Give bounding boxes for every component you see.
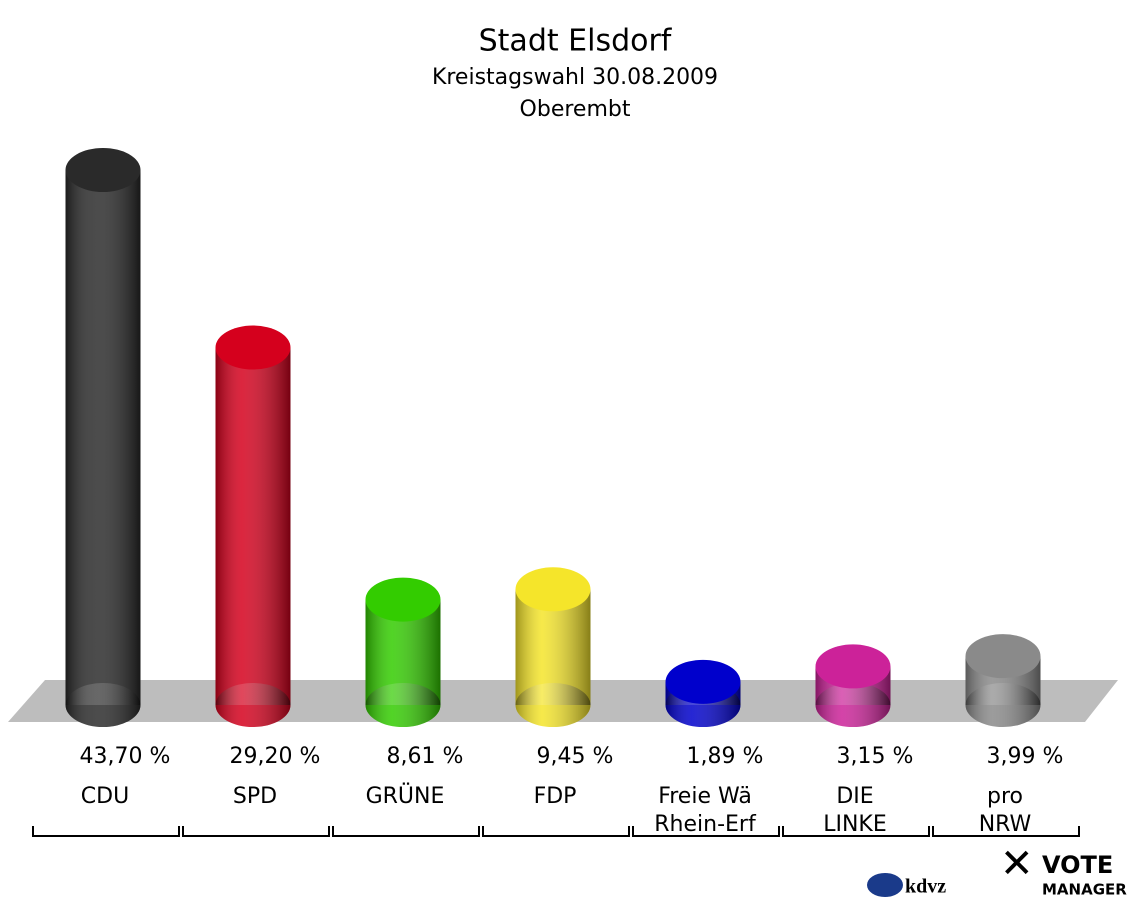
category-label: Freie Wä: [658, 784, 752, 809]
chart-title: Stadt Elsdorf: [479, 24, 673, 59]
category-label: Rhein-Erf: [654, 812, 757, 837]
bar-top: [665, 659, 741, 704]
value-label: 3,15 %: [837, 744, 914, 769]
value-label: 29,20 %: [230, 744, 321, 769]
value-label: 3,99 %: [987, 744, 1064, 769]
bracket: [332, 826, 480, 837]
bracket: [32, 826, 180, 837]
chart-subtitle: Kreistagswahl 30.08.2009: [432, 65, 718, 90]
logo: kdvz ✕ VOTE MANAGER: [867, 841, 1127, 899]
category-label: pro: [987, 784, 1023, 809]
logo-text: kdvz: [905, 876, 946, 898]
bar-top: [965, 634, 1041, 679]
category-label: NRW: [979, 812, 1032, 837]
category-label: LINKE: [823, 812, 887, 837]
value-label: 8,61 %: [387, 744, 464, 769]
bracket: [632, 826, 780, 837]
logo-text: MANAGER: [1042, 881, 1127, 899]
logo-icon: [867, 873, 903, 897]
logo-x: ✕: [1000, 841, 1034, 887]
bar-shade: [215, 347, 291, 705]
chart-subtitle: Oberembt: [520, 97, 631, 122]
bracket: [782, 826, 930, 837]
bar-shade: [65, 170, 141, 705]
value-label: 1,89 %: [687, 744, 764, 769]
bar-top: [515, 567, 591, 612]
category-label: FDP: [534, 784, 577, 809]
category-label: CDU: [81, 784, 129, 809]
bracket: [182, 826, 330, 837]
value-label: 43,70 %: [80, 744, 171, 769]
logo-text: VOTE: [1042, 851, 1113, 879]
bar-top: [65, 148, 141, 192]
bar-top: [815, 644, 891, 689]
bar-top: [365, 577, 441, 622]
bar-top: [215, 325, 291, 370]
category-label: SPD: [233, 784, 277, 809]
value-label: 9,45 %: [537, 744, 614, 769]
bracket: [932, 826, 1080, 837]
category-label: GRÜNE: [366, 783, 445, 809]
bracket: [482, 826, 630, 837]
category-label: DIE: [836, 784, 873, 809]
